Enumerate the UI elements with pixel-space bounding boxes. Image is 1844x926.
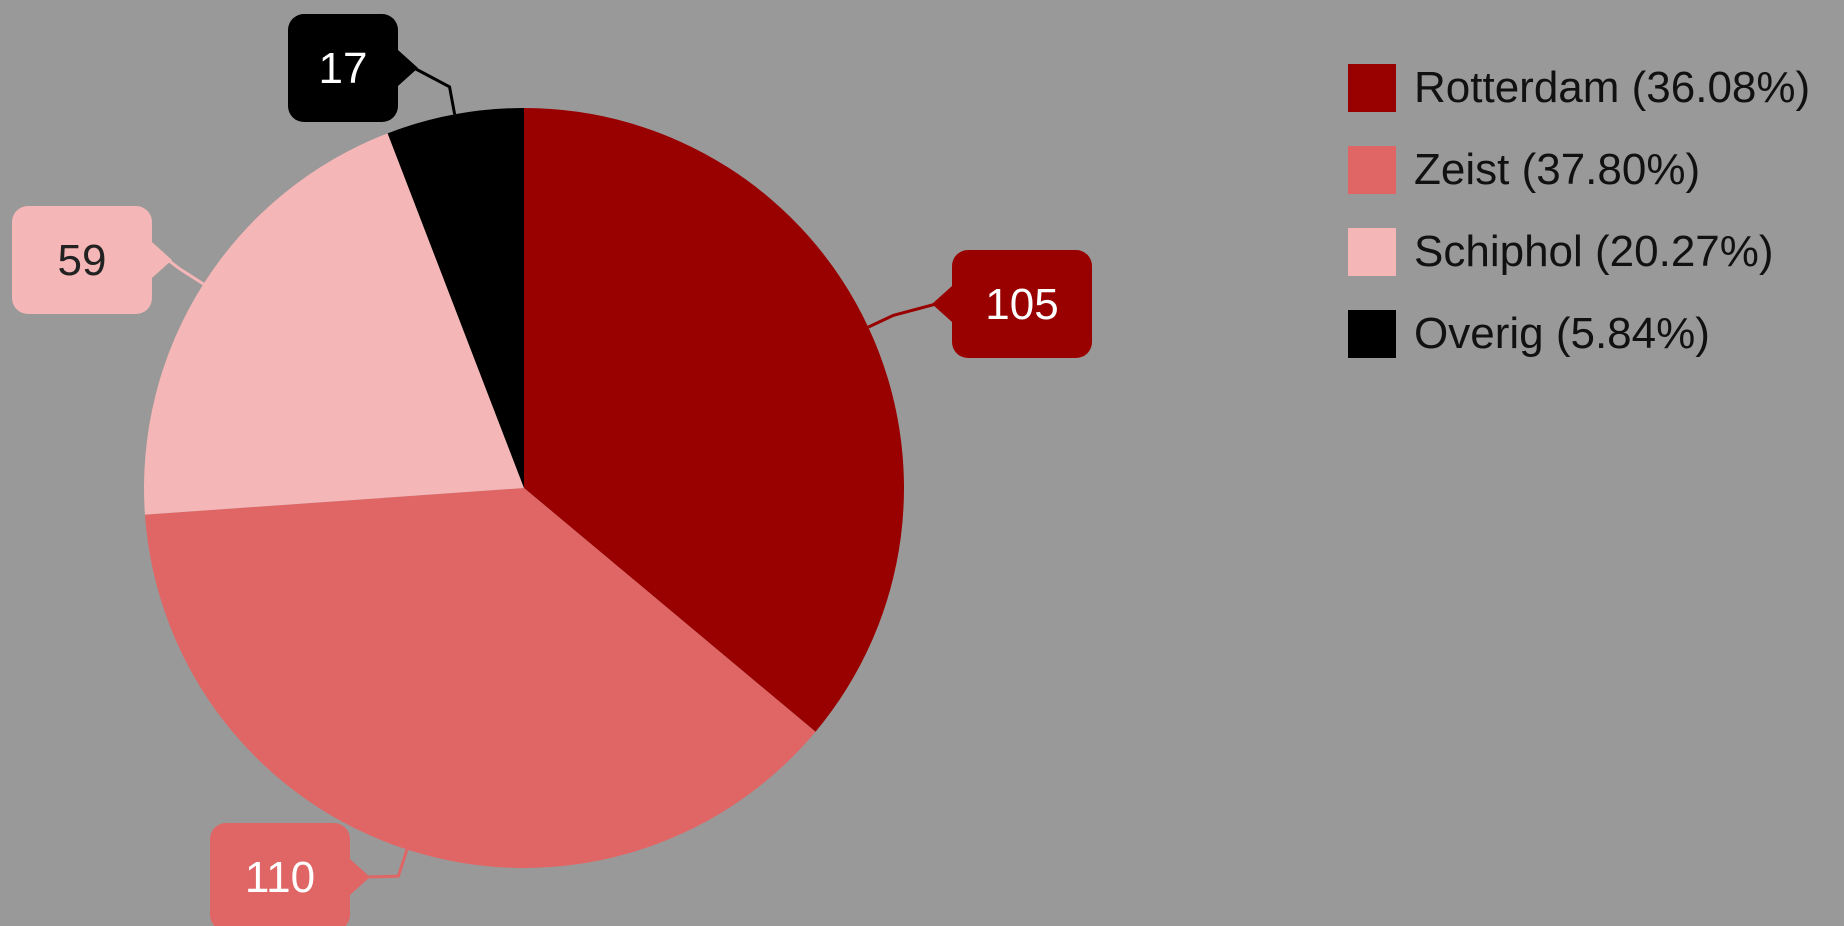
data-label-overig: 17 xyxy=(319,44,368,93)
data-label-zeist: 110 xyxy=(245,853,315,902)
callout-notch-schiphol xyxy=(152,242,172,278)
legend-item-rotterdam[interactable]: Rotterdam (36.08%) xyxy=(1348,62,1810,114)
slices-layer xyxy=(143,108,904,869)
legend-item-schiphol[interactable]: Schiphol (20.27%) xyxy=(1348,226,1810,278)
legend-swatch-rotterdam xyxy=(1348,64,1396,112)
callout-notch-zeist xyxy=(350,859,370,895)
pie-slice-rotterdam[interactable] xyxy=(524,108,904,732)
callout-box-rotterdam xyxy=(952,250,1092,358)
data-label-schiphol: 59 xyxy=(58,236,107,285)
legend-label-overig: Overig (5.84%) xyxy=(1414,309,1710,358)
legend-item-overig[interactable]: Overig (5.84%) xyxy=(1348,308,1810,360)
legend-label-schiphol: Schiphol (20.27%) xyxy=(1414,227,1774,276)
legend-swatch-zeist xyxy=(1348,146,1396,194)
callout-box-overig xyxy=(288,14,398,122)
legend: Rotterdam (36.08%) Zeist (37.80%) Schiph… xyxy=(1348,62,1810,390)
legend-label-zeist: Zeist (37.80%) xyxy=(1414,145,1701,194)
legend-item-zeist[interactable]: Zeist (37.80%) xyxy=(1348,144,1810,196)
callout-connector-overig xyxy=(413,66,457,115)
legend-label-rotterdam: Rotterdam (36.08%) xyxy=(1414,63,1811,112)
pie-slice-zeist[interactable] xyxy=(144,488,816,869)
callout-connector-zeist xyxy=(365,849,409,879)
legend-swatch-overig xyxy=(1348,310,1396,358)
callout-connector-schiphol xyxy=(167,258,205,286)
callout-box-schiphol xyxy=(12,206,152,314)
pie-slice-schiphol[interactable] xyxy=(143,133,524,515)
callout-box-zeist xyxy=(210,823,350,926)
data-label-rotterdam: 105 xyxy=(985,280,1058,329)
pie-slice-overig[interactable] xyxy=(387,108,524,488)
callout-connector-rotterdam xyxy=(867,302,937,329)
callout-notch-rotterdam xyxy=(932,286,952,322)
callout-notch-overig xyxy=(398,50,418,86)
callouts-layer: 105 110 59 17 xyxy=(12,14,1092,926)
legend-swatch-schiphol xyxy=(1348,228,1396,276)
